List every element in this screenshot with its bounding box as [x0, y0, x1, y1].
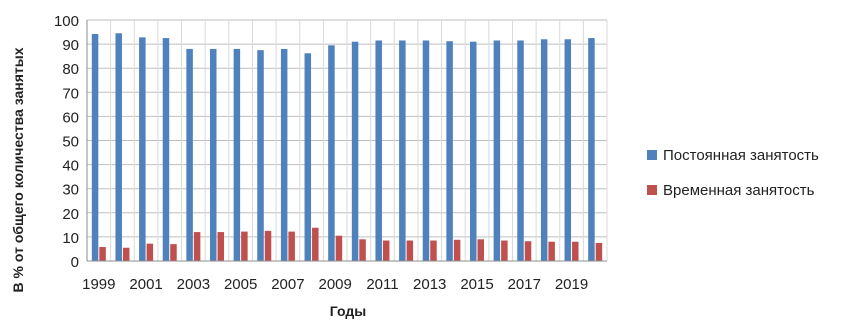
bar-temporary-2005 [241, 231, 248, 261]
bar-permanent-2010 [351, 41, 359, 261]
bar-permanent-2008 [304, 53, 312, 262]
bar-temporary-2009 [335, 235, 343, 261]
bar-permanent-2016 [493, 40, 501, 261]
x-tick-label: 2013 [413, 276, 446, 293]
bar-permanent-2007 [280, 48, 288, 261]
bar-permanent-2015 [470, 41, 477, 261]
bar-temporary-2002 [170, 244, 177, 261]
y-tick-label: 20 [62, 206, 79, 223]
bar-permanent-1999 [91, 33, 99, 262]
y-axis-title: В % от общего количества занятых [10, 47, 26, 292]
y-tick-label: 80 [62, 61, 79, 78]
bar-temporary-2012 [406, 240, 414, 261]
bar-permanent-2006 [257, 50, 264, 261]
bar-permanent-2011 [375, 40, 382, 261]
y-tick-label: 70 [62, 85, 79, 102]
bar-permanent-2012 [399, 40, 406, 261]
x-tick-label: 2017 [508, 276, 541, 293]
bar-permanent-2004 [210, 48, 217, 261]
bar-temporary-2020 [595, 242, 603, 261]
x-tick-label: 2003 [177, 276, 210, 293]
bar-temporary-2001 [146, 243, 154, 261]
bar-temporary-2004 [217, 232, 224, 261]
legend-swatch-temporary [647, 185, 657, 195]
axes: 0 10 20 30 40 50 60 70 80 90 100 1999 2001 2003 2005 20… [54, 13, 607, 293]
bar-permanent-2020 [588, 38, 595, 262]
x-axis-title: Годы [330, 303, 366, 319]
y-tick-label: 40 [62, 158, 79, 175]
legend: Постоянная занятость Временная занятость [647, 147, 819, 199]
bar-temporary-1999 [99, 247, 106, 261]
bar-permanent-2000 [115, 33, 122, 261]
bar-temporary-2000 [122, 247, 130, 261]
bar-temporary-2016 [501, 240, 508, 261]
bar-temporary-2007 [288, 231, 295, 261]
y-tick-label: 10 [62, 230, 79, 247]
bar-temporary-2006 [264, 230, 272, 261]
bar-temporary-2003 [193, 232, 201, 261]
bar-temporary-2017 [524, 241, 532, 261]
x-tick-label: 2001 [129, 276, 162, 293]
bar-temporary-2015 [477, 239, 484, 261]
x-tick-label: 1999 [82, 276, 115, 293]
x-tick-label: 2019 [555, 276, 588, 293]
x-tick-label: 2009 [318, 276, 351, 293]
y-tick-label: 60 [62, 109, 79, 126]
bar-temporary-2008 [312, 227, 319, 261]
bar-temporary-2010 [359, 239, 366, 261]
bar-permanent-2019 [564, 39, 572, 261]
legend-label-permanent: Постоянная занятость [663, 147, 819, 164]
x-tick-label: 2011 [366, 276, 398, 293]
bar-permanent-2013 [422, 40, 430, 261]
bar-permanent-2018 [540, 39, 548, 261]
bar-permanent-2009 [328, 45, 335, 262]
y-tick-label: 30 [62, 182, 79, 199]
bar-permanent-2017 [517, 40, 524, 261]
bar-permanent-2001 [139, 37, 146, 261]
bar-temporary-2014 [453, 239, 461, 261]
bar-permanent-2014 [446, 41, 453, 261]
y-tick-label: 50 [62, 134, 79, 151]
bar-temporary-2011 [382, 240, 390, 261]
x-tick-label: 2005 [224, 276, 257, 293]
bar-temporary-2019 [572, 241, 579, 261]
y-tick-label: 100 [54, 13, 79, 30]
bar-permanent-2003 [186, 48, 193, 261]
x-tick-label: 2007 [271, 276, 304, 293]
bar-permanent-2002 [162, 38, 170, 262]
bar-temporary-2018 [548, 241, 555, 261]
bar-permanent-2005 [233, 48, 241, 261]
x-tick-label: 2015 [460, 276, 493, 293]
legend-swatch-permanent [647, 150, 657, 160]
y-tick-label: 0 [71, 254, 79, 271]
bars [91, 33, 603, 262]
y-tick-label: 90 [62, 37, 79, 54]
bar-temporary-2013 [430, 240, 437, 261]
legend-label-temporary: Временная занятость [663, 182, 815, 199]
